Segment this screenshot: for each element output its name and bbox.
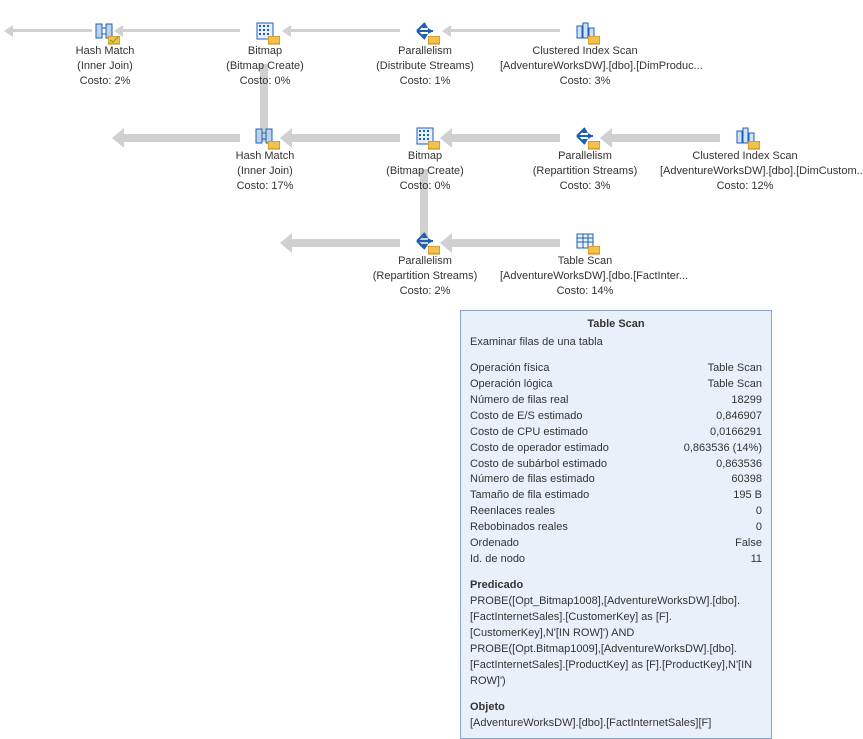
node-label: Costo: 0% <box>340 179 510 194</box>
node-label: Clustered Index Scan <box>660 149 830 164</box>
tooltip-row: Rebobinados reales0 <box>470 520 762 536</box>
parallelism-icon <box>414 230 436 252</box>
tooltip-object-head: Objeto <box>470 700 762 716</box>
node-label: Costo: 2% <box>20 74 190 89</box>
tooltip-row: Operación lógicaTable Scan <box>470 377 762 393</box>
table-scan-icon <box>574 230 596 252</box>
node-parallelism-1[interactable]: Parallelism (Distribute Streams) Costo: … <box>340 20 510 89</box>
tooltip-predicate: PROBE([Opt_Bitmap1008],[AdventureWorksDW… <box>470 594 762 690</box>
node-label: Costo: 12% <box>660 179 830 194</box>
parallelism-icon <box>414 20 436 42</box>
tooltip-row: Número de filas real18299 <box>470 393 762 409</box>
node-clustered-scan-1[interactable]: Clustered Index Scan [AdventureWorksDW].… <box>500 20 670 89</box>
node-label: (Repartition Streams) <box>500 164 670 179</box>
node-label: Bitmap <box>180 44 350 59</box>
operator-tooltip: Table Scan Examinar filas de una tabla O… <box>460 310 772 739</box>
tooltip-row: Costo de operador estimado0,863536 (14%) <box>470 441 762 457</box>
node-bitmap-1[interactable]: Bitmap (Bitmap Create) Costo: 0% <box>180 20 350 89</box>
node-label: Costo: 3% <box>500 179 670 194</box>
node-label: Parallelism <box>500 149 670 164</box>
node-parallelism-3[interactable]: Parallelism (Repartition Streams) Costo:… <box>340 230 510 299</box>
node-label: Costo: 1% <box>340 74 510 89</box>
node-label: (Bitmap Create) <box>340 164 510 179</box>
node-clustered-scan-2[interactable]: Clustered Index Scan [AdventureWorksDW].… <box>660 125 830 194</box>
node-label: [AdventureWorksDW].[dbo].[DimCustom... <box>660 164 830 179</box>
node-label: (Distribute Streams) <box>340 59 510 74</box>
node-label: (Inner Join) <box>180 164 350 179</box>
tooltip-row: Costo de CPU estimado0,0166291 <box>470 425 762 441</box>
tooltip-row: Reenlaces reales0 <box>470 504 762 520</box>
tooltip-row: OrdenadoFalse <box>470 536 762 552</box>
node-parallelism-2[interactable]: Parallelism (Repartition Streams) Costo:… <box>500 125 670 194</box>
tooltip-subtitle: Examinar filas de una tabla <box>470 335 762 351</box>
node-label: Table Scan <box>500 254 670 269</box>
node-label: Hash Match <box>20 44 190 59</box>
node-hash-match-2[interactable]: Hash Match (Inner Join) Costo: 17% <box>180 125 350 194</box>
tooltip-row: Operación físicaTable Scan <box>470 361 762 377</box>
node-label: Costo: 2% <box>340 284 510 299</box>
node-label: Clustered Index Scan <box>500 44 670 59</box>
tooltip-row: Costo de E/S estimado0,846907 <box>470 409 762 425</box>
bitmap-icon <box>254 20 276 42</box>
clustered-index-scan-icon <box>574 20 596 42</box>
node-label: (Bitmap Create) <box>180 59 350 74</box>
parallelism-icon <box>574 125 596 147</box>
node-label: Parallelism <box>340 254 510 269</box>
clustered-index-scan-icon <box>734 125 756 147</box>
bitmap-icon <box>414 125 436 147</box>
tooltip-object: [AdventureWorksDW].[dbo].[FactInternetSa… <box>470 716 762 732</box>
tooltip-row: Costo de subárbol estimado0,863536 <box>470 457 762 473</box>
node-label: (Inner Join) <box>20 59 190 74</box>
node-label: (Repartition Streams) <box>340 269 510 284</box>
node-label: Hash Match <box>180 149 350 164</box>
node-bitmap-2[interactable]: Bitmap (Bitmap Create) Costo: 0% <box>340 125 510 194</box>
tooltip-title: Table Scan <box>470 317 762 333</box>
node-label: Costo: 0% <box>180 74 350 89</box>
node-label: Costo: 14% <box>500 284 670 299</box>
node-label: Costo: 17% <box>180 179 350 194</box>
node-table-scan[interactable]: Table Scan [AdventureWorksDW].[dbo.[Fact… <box>500 230 670 299</box>
hash-match-icon <box>254 125 276 147</box>
hash-match-icon <box>94 20 116 42</box>
node-hash-match-1[interactable]: Hash Match (Inner Join) Costo: 2% <box>20 20 190 89</box>
node-label: Costo: 3% <box>500 74 670 89</box>
tooltip-row: Id. de nodo11 <box>470 552 762 568</box>
tooltip-rows: Operación físicaTable ScanOperación lógi… <box>470 361 762 568</box>
tooltip-predicate-head: Predicado <box>470 578 762 594</box>
tooltip-row: Número de filas estimado60398 <box>470 472 762 488</box>
node-label: [AdventureWorksDW].[dbo].[DimProduc... <box>500 59 670 74</box>
node-label: Bitmap <box>340 149 510 164</box>
node-label: Parallelism <box>340 44 510 59</box>
node-label: [AdventureWorksDW].[dbo.[FactInter... <box>500 269 670 284</box>
tooltip-row: Tamaño de fila estimado195 B <box>470 488 762 504</box>
